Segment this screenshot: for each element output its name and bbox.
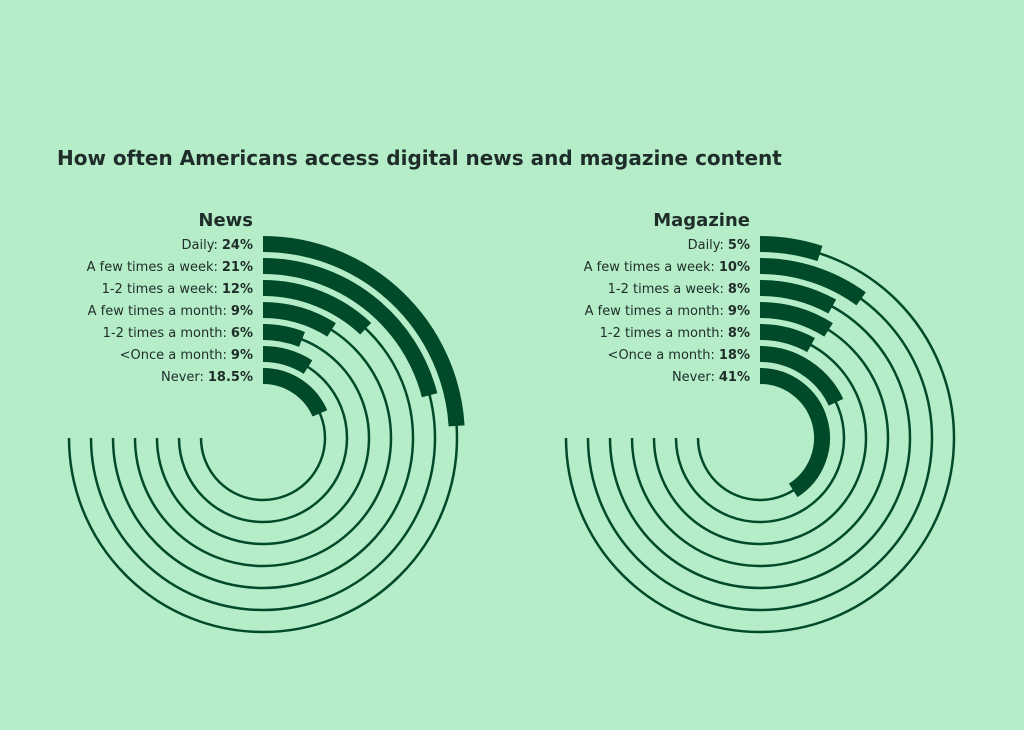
value-label: 9% xyxy=(231,304,253,319)
bar xyxy=(759,368,830,498)
category-label: Daily: 24% xyxy=(182,238,253,253)
page-title: How often Americans access digital news … xyxy=(57,146,782,170)
value-label: 8% xyxy=(728,282,750,297)
track xyxy=(177,352,349,524)
bar xyxy=(759,302,833,337)
category-name: 1-2 times a week: xyxy=(102,282,218,297)
value-label: 9% xyxy=(231,348,253,363)
bar xyxy=(262,346,313,374)
track xyxy=(133,308,393,568)
category-label: <Once a month: 9% xyxy=(120,348,253,363)
category-label: Never: 41% xyxy=(672,370,750,385)
chart-title: News xyxy=(198,210,253,231)
category-name: Daily: xyxy=(182,238,218,253)
category-name: 1-2 times a month: xyxy=(103,326,227,341)
category-label: 1-2 times a week: 12% xyxy=(102,282,253,297)
category-label: 1-2 times a month: 8% xyxy=(600,326,750,341)
bar xyxy=(262,368,328,417)
value-label: 5% xyxy=(728,238,750,253)
category-name: A few times a month: xyxy=(88,304,227,319)
value-label: 18.5% xyxy=(208,370,253,385)
track xyxy=(155,330,371,546)
category-name: Never: xyxy=(161,370,204,385)
value-label: 9% xyxy=(728,304,750,319)
bar xyxy=(262,258,438,398)
category-name: A few times a week: xyxy=(584,260,715,275)
category-name: 1-2 times a month: xyxy=(600,326,724,341)
track xyxy=(630,308,890,568)
category-label: Daily: 5% xyxy=(688,238,750,253)
chart-title: Magazine xyxy=(653,210,750,231)
bar xyxy=(759,346,844,406)
track xyxy=(564,242,956,634)
bar xyxy=(759,258,866,306)
category-name: A few times a week: xyxy=(87,260,218,275)
category-name: 1-2 times a week: xyxy=(608,282,724,297)
bar xyxy=(262,302,336,337)
value-label: 24% xyxy=(222,238,253,253)
bar xyxy=(759,324,815,353)
value-label: 21% xyxy=(222,260,253,275)
category-label: 1-2 times a week: 8% xyxy=(608,282,750,297)
category-label: A few times a month: 9% xyxy=(88,304,253,319)
value-label: 10% xyxy=(719,260,750,275)
track xyxy=(652,330,868,546)
category-label: A few times a week: 21% xyxy=(87,260,253,275)
bar xyxy=(759,236,823,262)
category-label: 1-2 times a month: 6% xyxy=(103,326,253,341)
bar xyxy=(759,280,837,314)
value-label: 8% xyxy=(728,326,750,341)
track xyxy=(586,264,934,612)
value-label: 18% xyxy=(719,348,750,363)
bar xyxy=(262,324,305,347)
category-name: <Once a month: xyxy=(120,348,227,363)
value-label: 6% xyxy=(231,326,253,341)
category-label: A few times a week: 10% xyxy=(584,260,750,275)
category-name: Daily: xyxy=(688,238,724,253)
category-name: Never: xyxy=(672,370,715,385)
category-name: A few times a month: xyxy=(585,304,724,319)
value-label: 12% xyxy=(222,282,253,297)
bar xyxy=(262,236,465,427)
category-label: A few times a month: 9% xyxy=(585,304,750,319)
track xyxy=(608,286,912,590)
category-label: Never: 18.5% xyxy=(161,370,253,385)
bar xyxy=(262,280,372,335)
category-name: <Once a month: xyxy=(608,348,715,363)
value-label: 41% xyxy=(719,370,750,385)
category-label: <Once a month: 18% xyxy=(608,348,750,363)
